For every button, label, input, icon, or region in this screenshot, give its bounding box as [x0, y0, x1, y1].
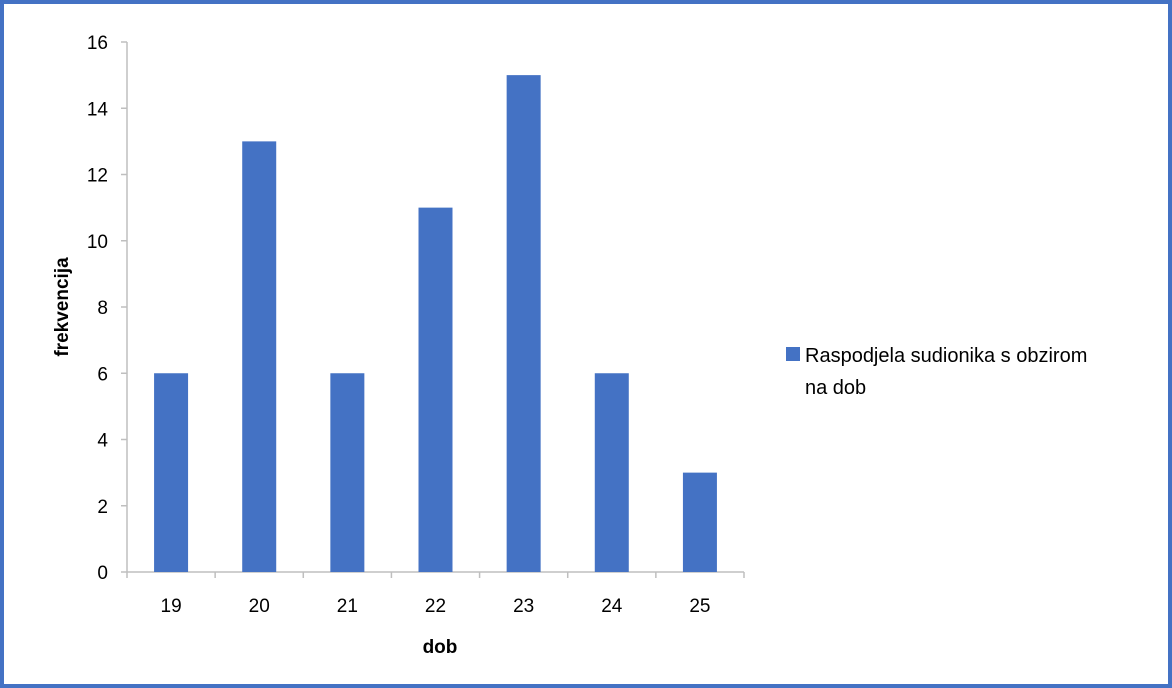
y-tick-label: 10	[87, 232, 108, 253]
x-tick-label: 23	[513, 596, 534, 617]
y-tick-label: 16	[87, 33, 108, 54]
y-tick-labels: 0 2 4 6 8 10 12 14 16	[87, 33, 109, 584]
bars	[154, 75, 717, 572]
x-tick-label: 21	[337, 596, 358, 617]
bar	[594, 373, 629, 572]
x-tick-label: 25	[689, 596, 710, 617]
x-tick-label: 19	[161, 596, 182, 617]
x-axis-title: dob	[423, 637, 458, 658]
bar	[506, 75, 541, 572]
y-tick-label: 6	[97, 364, 108, 385]
y-tick-label: 4	[97, 431, 108, 452]
x-tick-labels: 19 20 21 22 23 24 25	[161, 596, 711, 617]
y-tick-label: 8	[97, 298, 108, 319]
bar	[418, 207, 453, 572]
bar	[330, 373, 365, 572]
legend-label-line1: Raspodjela sudionika s obzirom	[805, 345, 1087, 367]
y-tick-label: 0	[97, 563, 108, 584]
y-axis-title: frekvencija	[52, 257, 73, 357]
x-tick-label: 20	[249, 596, 270, 617]
bar	[682, 472, 717, 572]
legend: Raspodjela sudionika s obzirom na dob	[786, 345, 1087, 399]
bar	[154, 373, 189, 572]
legend-label-line2: na dob	[805, 377, 866, 399]
legend-swatch	[786, 347, 800, 361]
y-tick-label: 12	[87, 166, 108, 187]
y-tick-label: 14	[87, 99, 109, 120]
y-tick-label: 2	[97, 497, 108, 518]
bar	[242, 141, 277, 572]
x-tick-label: 22	[425, 596, 446, 617]
x-tick-label: 24	[601, 596, 623, 617]
